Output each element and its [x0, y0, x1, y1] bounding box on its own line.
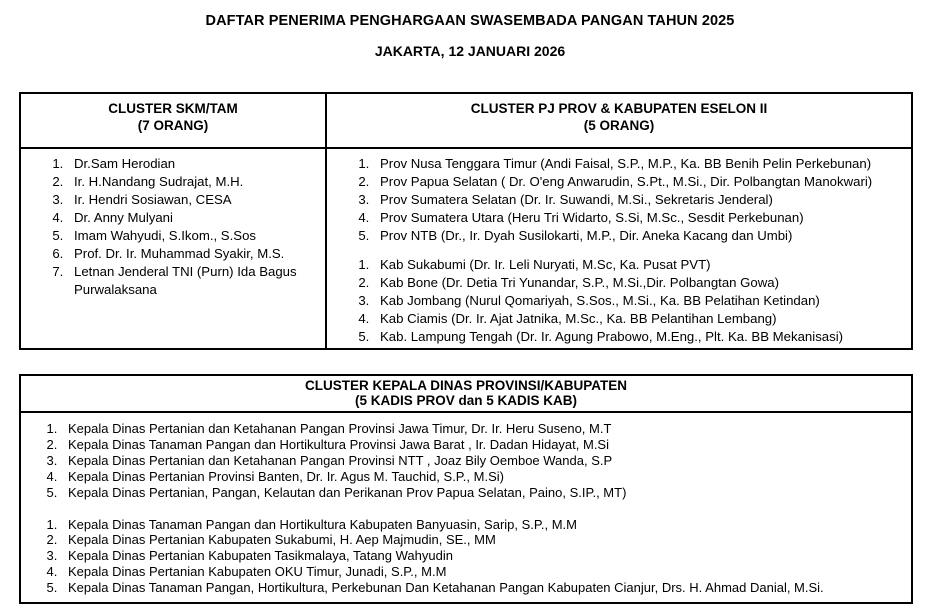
column-header-cluster-kepala-dinas: CLUSTER KEPALA DINAS PROVINSI/KABUPATEN … — [19, 374, 913, 413]
kadis-kab-recipient-list: Kepala Dinas Tanaman Pangan dan Hortikul… — [21, 517, 911, 597]
column-header-count: (7 ORANG) — [137, 118, 209, 133]
list-item: Kepala Dinas Pertanian Provinsi Banten, … — [61, 469, 911, 485]
list-item: Kab Ciamis (Dr. Ir. Ajat Jatnika, M.Sc.,… — [373, 310, 911, 328]
page-subtitle: JAKARTA, 12 JANUARI 2026 — [374, 43, 566, 59]
list-item: Imam Wahyudi, S.Ikom., S.Sos — [67, 227, 325, 245]
list-item: Kepala Dinas Pertanian dan Ketahanan Pan… — [61, 421, 911, 437]
list-item: Kepala Dinas Tanaman Pangan dan Hortikul… — [61, 517, 911, 533]
list-item: Ir. Hendri Sosiawan, CESA — [67, 191, 325, 209]
cell-kepala-dinas-recipients: Kepala Dinas Pertanian dan Ketahanan Pan… — [19, 410, 913, 605]
table-cluster-skm-and-pj-prov: CLUSTER SKM/TAM (7 ORANG) CLUSTER PJ PRO… — [19, 92, 913, 350]
column-header-count: (5 KADIS PROV dan 5 KADIS KAB) — [354, 393, 578, 408]
column-header-count: (5 ORANG) — [583, 118, 655, 133]
list-item: Kab Sukabumi (Dr. Ir. Leli Nuryati, M.Sc… — [373, 256, 911, 274]
list-item: Dr.Sam Herodian — [67, 155, 325, 173]
table-cluster-kepala-dinas: CLUSTER KEPALA DINAS PROVINSI/KABUPATEN … — [19, 374, 913, 605]
cell-pj-prov-kab-recipients: Prov Nusa Tenggara Timur (Andi Faisal, S… — [325, 147, 913, 350]
list-item: Prov Sumatera Selatan (Dr. Ir. Suwandi, … — [373, 191, 911, 209]
column-header-title: CLUSTER SKM/TAM — [108, 101, 238, 116]
list-item: Kepala Dinas Tanaman Pangan dan Hortikul… — [61, 437, 911, 453]
list-item: Prov Sumatera Utara (Heru Tri Widarto, S… — [373, 209, 911, 227]
list-item: Prov Nusa Tenggara Timur (Andi Faisal, S… — [373, 155, 911, 173]
list-item: Kepala Dinas Pertanian Kabupaten Tasikma… — [61, 548, 911, 564]
table2-header-row: CLUSTER KEPALA DINAS PROVINSI/KABUPATEN … — [19, 374, 913, 413]
list-item: Kab Bone (Dr. Detia Tri Yunandar, S.P., … — [373, 274, 911, 292]
kadis-prov-recipient-list: Kepala Dinas Pertanian dan Ketahanan Pan… — [21, 421, 911, 501]
table1-body-row: Dr.Sam HerodianIr. H.Nandang Sudrajat, M… — [19, 147, 913, 350]
table2-body-row: Kepala Dinas Pertanian dan Ketahanan Pan… — [19, 410, 913, 605]
list-item: Kepala Dinas Pertanian dan Ketahanan Pan… — [61, 453, 911, 469]
list-item: Prof. Dr. Ir. Muhammad Syakir, M.S. — [67, 245, 325, 263]
list-item: Prov NTB (Dr., Ir. Dyah Susilokarti, M.P… — [373, 227, 911, 245]
list-item: Kepala Dinas Pertanian, Pangan, Kelautan… — [61, 485, 911, 501]
list-item: Dr. Anny Mulyani — [67, 209, 325, 227]
list-item: Kab. Lampung Tengah (Dr. Ir. Agung Prabo… — [373, 328, 911, 346]
list-item: Prov Papua Selatan ( Dr. O'eng Anwarudin… — [373, 173, 911, 191]
column-header-cluster-pj-prov: CLUSTER PJ PROV & KABUPATEN ESELON II (5… — [325, 92, 913, 149]
list-item: Kab Jombang (Nurul Qomariyah, S.Sos., M.… — [373, 292, 911, 310]
column-header-cluster-skm-tam: CLUSTER SKM/TAM (7 ORANG) — [19, 92, 327, 149]
cell-skm-tam-recipients: Dr.Sam HerodianIr. H.Nandang Sudrajat, M… — [19, 147, 327, 350]
list-item: Ir. H.Nandang Sudrajat, M.H. — [67, 173, 325, 191]
column-header-title: CLUSTER PJ PROV & KABUPATEN ESELON II — [470, 101, 768, 116]
list-item: Kepala Dinas Pertanian Kabupaten Sukabum… — [61, 532, 911, 548]
column-header-title: CLUSTER KEPALA DINAS PROVINSI/KABUPATEN — [304, 378, 628, 393]
list-item: Kepala Dinas Pertanian Kabupaten OKU Tim… — [61, 564, 911, 580]
list-item: Kepala Dinas Tanaman Pangan, Hortikultur… — [61, 580, 911, 596]
pj-prov-recipient-list: Prov Nusa Tenggara Timur (Andi Faisal, S… — [327, 155, 911, 245]
pj-kab-recipient-list: Kab Sukabumi (Dr. Ir. Leli Nuryati, M.Sc… — [327, 256, 911, 346]
table1-header-row: CLUSTER SKM/TAM (7 ORANG) CLUSTER PJ PRO… — [19, 92, 913, 149]
skm-tam-recipient-list: Dr.Sam HerodianIr. H.Nandang Sudrajat, M… — [21, 155, 325, 299]
page-title: DAFTAR PENERIMA PENGHARGAAN SWASEMBADA P… — [205, 13, 735, 29]
list-item: Letnan Jenderal TNI (Purn) Ida Bagus Pur… — [67, 263, 325, 299]
